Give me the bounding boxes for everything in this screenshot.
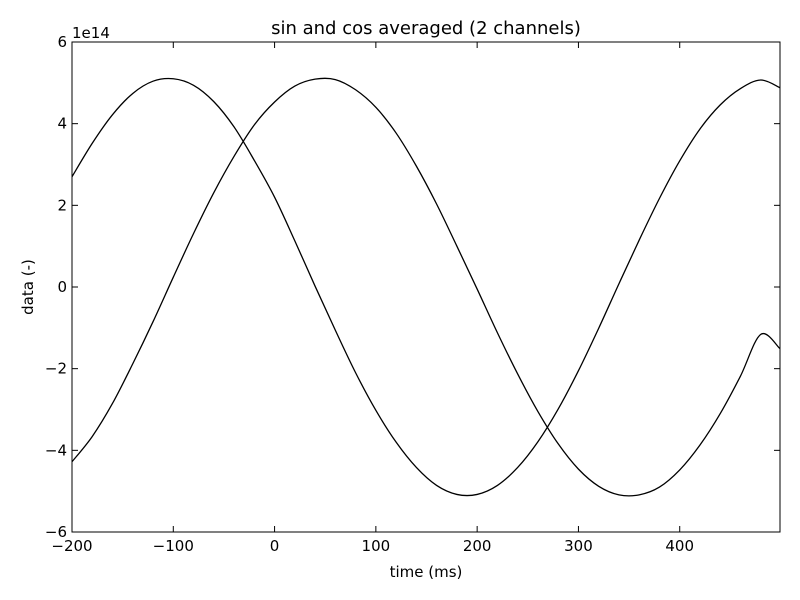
series-line-1 (71, 77, 781, 497)
tick-labels: −200 −100 0 100 200 300 400 −6 −4 −2 0 2 4 6 (45, 33, 694, 555)
plot-frame (71, 41, 781, 533)
axis-ticks (71, 41, 780, 533)
series-line-2 (71, 77, 781, 497)
x-tick-label: 300 (564, 537, 593, 555)
y-tick-label: 2 (57, 196, 67, 214)
y-tick-label: 0 (57, 278, 67, 296)
y-tick-label: 6 (57, 33, 67, 51)
plot-lines (71, 77, 781, 497)
x-tick-label: 100 (362, 537, 391, 555)
chart-title: sin and cos averaged (2 channels) (271, 18, 581, 39)
x-axis-title: time (ms) (390, 563, 463, 581)
y-tick-label: −2 (45, 360, 67, 378)
x-tick-label: 200 (463, 537, 492, 555)
y-tick-label: −6 (45, 523, 67, 541)
y-offset-label: 1e14 (72, 24, 110, 42)
x-tick-label: −200 (51, 537, 92, 555)
x-tick-label: 0 (270, 537, 280, 555)
x-tick-label: −100 (153, 537, 194, 555)
y-axis-title: data (-) (19, 259, 37, 315)
y-tick-label: 4 (57, 115, 67, 133)
x-tick-label: 400 (665, 537, 694, 555)
y-tick-label: −4 (45, 441, 67, 459)
